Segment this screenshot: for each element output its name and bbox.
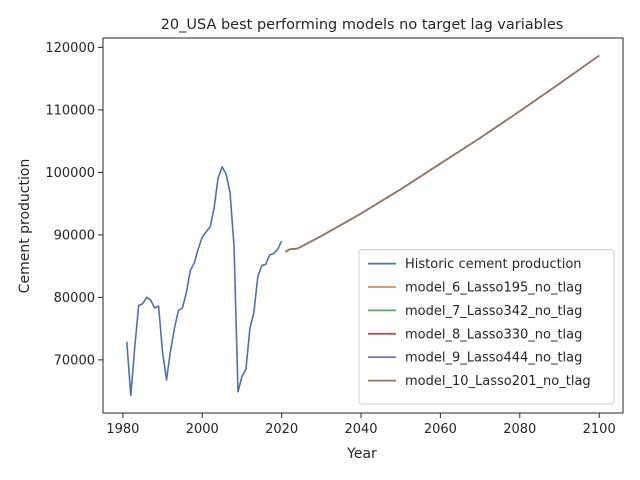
x-axis-label: Year [346, 446, 377, 462]
x-tick-label: 1980 [106, 422, 139, 437]
y-tick-label: 120000 [45, 41, 95, 56]
series-line-5 [285, 54, 600, 253]
legend-label-1: model_6_Lasso195_no_tlag [405, 281, 582, 296]
y-tick-label: 90000 [54, 228, 95, 243]
y-tick-label: 110000 [45, 103, 95, 118]
y-axis-label: Cement production [17, 159, 33, 294]
x-tick-label: 2080 [503, 422, 536, 437]
y-axis: 70000 80000 90000 100000 110000 120000 [45, 41, 103, 368]
x-axis: 1980 2000 2020 2040 2060 2080 2100 [106, 413, 616, 437]
series-line-2 [285, 54, 600, 253]
y-tick-label: 80000 [54, 291, 95, 306]
y-tick-label: 70000 [54, 353, 95, 368]
x-tick-label: 2060 [424, 422, 457, 437]
legend-label-0: Historic cement production [405, 257, 582, 272]
x-tick-label: 2000 [186, 422, 219, 437]
x-tick-label: 2100 [583, 422, 616, 437]
legend-label-2: model_7_Lasso342_no_tlag [405, 304, 582, 319]
series-line-3 [285, 54, 600, 253]
legend-label-4: model_9_Lasso444_no_tlag [405, 351, 582, 366]
y-tick-label: 100000 [45, 166, 95, 181]
plot-frame [102, 37, 624, 414]
legend-box [358, 249, 615, 405]
legend-label-5: model_10_Lasso201_no_tlag [405, 374, 591, 389]
x-tick-label: 2020 [265, 422, 298, 437]
series-line-0 [126, 166, 283, 397]
series-line-1 [285, 54, 600, 253]
x-tick-label: 2040 [344, 422, 377, 437]
legend-label-3: model_8_Lasso330_no_tlag [405, 327, 582, 342]
chart-title: 20_USA best performing models no target … [161, 17, 564, 33]
series-line-4 [285, 54, 600, 253]
series-layer [126, 54, 600, 397]
legend: Historic cement production model_6_Lasso1… [358, 249, 615, 405]
